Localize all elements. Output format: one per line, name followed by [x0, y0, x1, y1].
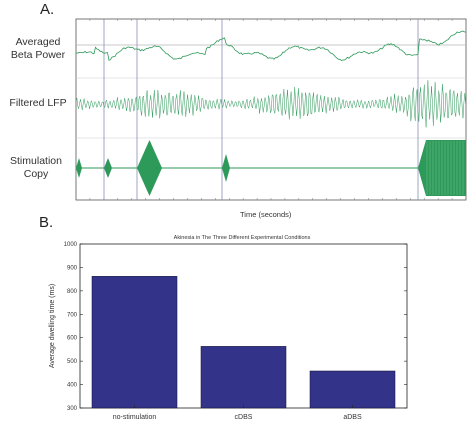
x-tick-label: no-stimulation — [113, 414, 157, 421]
stim-label-line2: Copy — [23, 168, 49, 180]
y-tick-label: 400 — [67, 383, 78, 389]
lfp-label: Filtered LFP — [9, 97, 67, 109]
y-tick-label: 1000 — [64, 242, 78, 248]
y-tick-label: 700 — [67, 312, 78, 318]
bar-no-stimulation — [91, 276, 178, 409]
stim-label: Stimulation Copy — [2, 155, 70, 181]
y-tick-label: 300 — [67, 406, 78, 412]
x-tick-label: aDBS — [343, 414, 362, 421]
y-tick-label: 900 — [67, 265, 78, 271]
beta-power-trace — [75, 30, 467, 61]
filtered-lfp-trace — [75, 80, 466, 128]
stimulation-burst — [104, 158, 112, 178]
panel-a-traces — [75, 18, 467, 201]
panel-a-xlabel: Time (seconds) — [240, 210, 292, 219]
stimulation-burst — [76, 158, 82, 178]
beta-power-label-line1: Averaged — [15, 36, 61, 48]
stimulation-burst — [137, 140, 162, 196]
chart-title: Akinesia in The Three Different Experime… — [174, 235, 311, 241]
panel-a-letter: A. — [40, 1, 55, 18]
x-tick-label: cDBS — [235, 414, 253, 421]
stimulation-burst — [222, 154, 230, 182]
bar-cDBS — [200, 346, 287, 409]
bar-aDBS — [309, 370, 396, 409]
beta-power-label-line2: Beta Power — [10, 49, 66, 61]
y-axis-label: Average dwelling time (ms) — [49, 284, 56, 368]
beta-power-label: Averaged Beta Power — [2, 36, 74, 62]
stim-label-line1: Stimulation — [10, 155, 62, 167]
y-tick-label: 600 — [67, 336, 78, 342]
y-tick-label: 500 — [67, 359, 78, 365]
y-tick-label: 800 — [67, 289, 78, 295]
panel-b-letter: B. — [39, 214, 54, 231]
